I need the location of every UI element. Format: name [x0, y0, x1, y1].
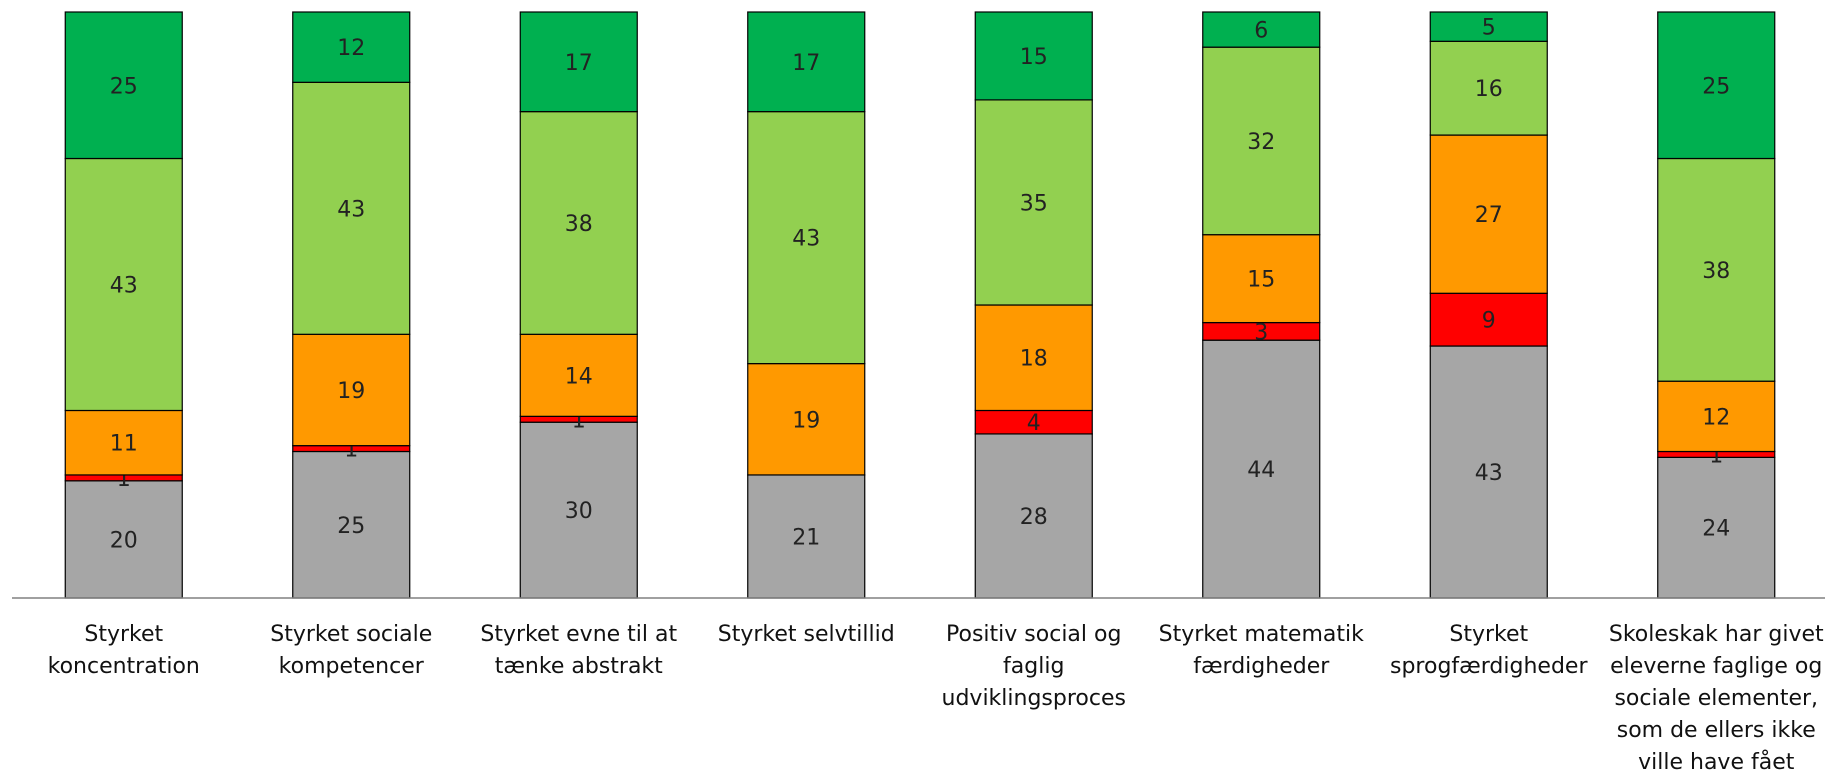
bar-segment-gray-4	[747, 474, 866, 599]
bar-segment-gray-7	[1429, 345, 1548, 599]
bar-segment-orange-5	[974, 304, 1093, 412]
data-label-lightgreen-8: 38	[1702, 259, 1730, 284]
category-label-6: Styrket matematik færdigheder	[1159, 622, 1364, 679]
data-label-green-8: 25	[1702, 74, 1730, 99]
data-label-green-1: 25	[110, 74, 138, 99]
bar-segment-lightgreen-6	[1202, 46, 1321, 236]
bar-segment-orange-8	[1657, 380, 1776, 453]
data-label-lightgreen-7: 16	[1475, 77, 1503, 102]
data-label-lightgreen-4: 43	[792, 227, 820, 252]
bar-segment-green-8	[1657, 11, 1776, 160]
category-labels-group: Styrket koncentration Styrket sociale kompe…	[48, 622, 1824, 775]
bar-segment-orange-1	[64, 409, 183, 476]
data-label-red-5: 4	[1027, 411, 1041, 436]
data-label-orange-8: 12	[1702, 405, 1730, 430]
bar-segment-lightgreen-1	[64, 157, 183, 412]
bar-segment-green-5	[974, 11, 1093, 101]
data-label-lightgreen-3: 38	[565, 212, 593, 237]
category-label-1: Styrket koncentration	[48, 622, 200, 679]
data-label-gray-8: 24	[1702, 517, 1730, 542]
bar-segment-orange-6	[1202, 234, 1321, 324]
data-label-orange-2: 19	[337, 379, 365, 404]
category-label-7: Styrket sprogfærdigheder	[1390, 622, 1588, 679]
data-label-orange-1: 11	[110, 432, 138, 457]
bar-segment-green-6	[1202, 11, 1321, 48]
bars-group: 2011143252511943123011438172119431728418…	[64, 11, 1776, 599]
data-label-green-7: 5	[1482, 16, 1496, 41]
bar-segment-lightgreen-2	[292, 81, 411, 335]
data-label-orange-6: 15	[1247, 268, 1275, 293]
bar-segment-orange-3	[519, 333, 638, 417]
bar-segment-lightgreen-7	[1429, 40, 1548, 136]
data-label-lightgreen-1: 43	[110, 273, 138, 298]
data-label-green-3: 17	[565, 51, 593, 76]
bar-segment-gray-8	[1657, 456, 1776, 599]
bar-segment-green-1	[64, 11, 183, 160]
bar-segment-orange-2	[292, 333, 411, 447]
data-label-green-4: 17	[792, 51, 820, 76]
data-label-red-7: 9	[1482, 309, 1496, 334]
category-label-5: Positiv social og faglig udviklingsproces	[942, 622, 1126, 711]
bar-segment-lightgreen-8	[1657, 157, 1776, 382]
category-label-4: Styrket selvtillid	[718, 622, 895, 647]
data-label-lightgreen-2: 43	[337, 197, 365, 222]
bar-segment-green-2	[292, 11, 411, 83]
bar-segment-gray-3	[519, 421, 638, 599]
data-label-gray-5: 28	[1020, 505, 1048, 530]
data-label-gray-2: 25	[337, 514, 365, 539]
data-label-lightgreen-5: 35	[1020, 191, 1048, 216]
bar-segment-green-7	[1429, 11, 1548, 42]
bar-segment-gray-1	[64, 480, 183, 599]
category-label-8: Skoleskak har givet eleverne faglige og so…	[1609, 622, 1824, 775]
data-label-orange-3: 14	[565, 364, 593, 389]
data-label-gray-7: 43	[1475, 461, 1503, 486]
data-label-orange-7: 27	[1475, 203, 1503, 228]
data-label-green-5: 15	[1020, 45, 1048, 70]
category-label-3: Styrket evne til at tænke abstrakt	[480, 622, 677, 679]
category-label-2: Styrket sociale kompetencer	[270, 622, 432, 679]
data-label-gray-3: 30	[565, 499, 593, 524]
data-label-orange-4: 19	[792, 408, 820, 433]
bar-segment-lightgreen-3	[519, 111, 638, 335]
data-label-orange-5: 18	[1020, 347, 1048, 372]
data-label-green-6: 6	[1254, 19, 1268, 44]
data-label-gray-1: 20	[110, 528, 138, 553]
data-label-green-2: 12	[337, 36, 365, 61]
bar-segment-red-7	[1429, 292, 1548, 347]
data-label-gray-6: 44	[1247, 458, 1275, 483]
bar-segment-green-4	[747, 11, 866, 113]
data-label-gray-4: 21	[792, 525, 820, 550]
bar-segment-green-3	[519, 11, 638, 113]
data-label-red-6: 3	[1254, 320, 1268, 345]
bar-segment-gray-6	[1202, 339, 1321, 599]
data-label-lightgreen-6: 32	[1247, 130, 1275, 155]
